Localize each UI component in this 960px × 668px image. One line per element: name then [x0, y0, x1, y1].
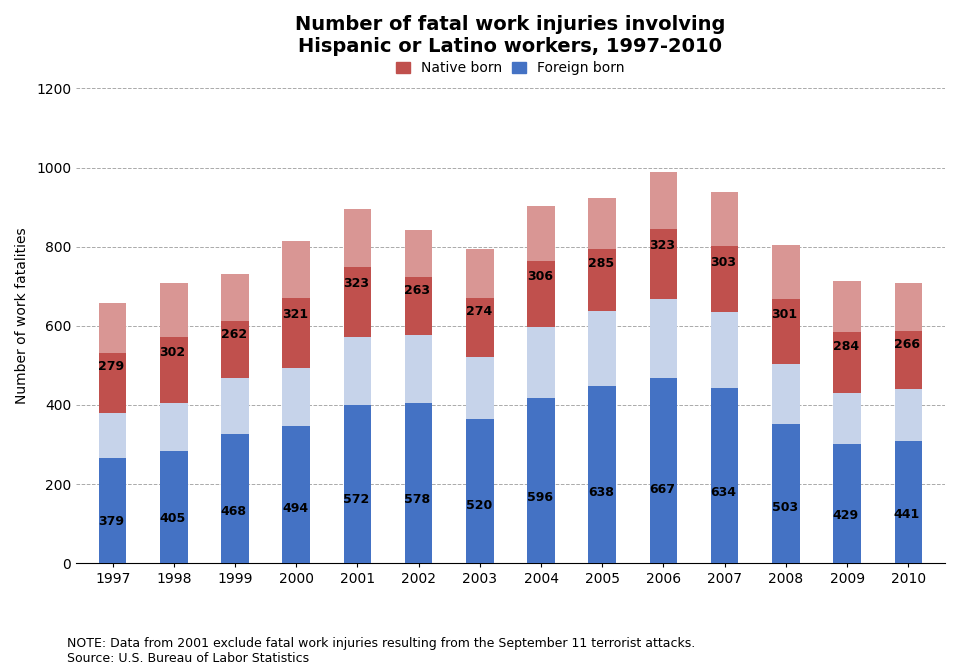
- Text: 303: 303: [710, 256, 736, 269]
- Text: 429: 429: [832, 509, 859, 522]
- Bar: [895, 441, 922, 563]
- Bar: [344, 267, 372, 337]
- Text: 266: 266: [894, 338, 920, 351]
- Text: 306: 306: [527, 270, 553, 283]
- Bar: [895, 283, 922, 331]
- Bar: [344, 337, 372, 405]
- Text: NOTE: Data from 2001 exclude fatal work injuries resulting from the September 11: NOTE: Data from 2001 exclude fatal work …: [67, 637, 695, 665]
- Bar: [344, 405, 372, 563]
- Text: 638: 638: [588, 486, 614, 499]
- Bar: [222, 275, 249, 321]
- Text: 578: 578: [404, 492, 430, 506]
- Bar: [282, 368, 310, 426]
- Text: 263: 263: [404, 285, 430, 297]
- Bar: [527, 327, 555, 398]
- Bar: [772, 299, 800, 364]
- Bar: [222, 321, 249, 378]
- Text: 302: 302: [159, 346, 185, 359]
- Bar: [588, 248, 616, 311]
- Text: 321: 321: [282, 308, 308, 321]
- Bar: [160, 451, 187, 563]
- Text: 468: 468: [221, 505, 247, 518]
- Bar: [895, 331, 922, 389]
- Bar: [588, 311, 616, 387]
- Text: 520: 520: [466, 499, 492, 512]
- Bar: [527, 261, 555, 327]
- Text: 274: 274: [466, 305, 492, 319]
- Bar: [467, 298, 493, 357]
- Bar: [527, 206, 555, 261]
- Text: 323: 323: [344, 277, 370, 290]
- Bar: [833, 393, 861, 444]
- Bar: [405, 335, 432, 403]
- Bar: [99, 413, 127, 458]
- Text: 667: 667: [649, 483, 675, 496]
- Text: 634: 634: [710, 486, 736, 500]
- Text: 301: 301: [772, 308, 798, 321]
- Text: 285: 285: [588, 257, 614, 270]
- Bar: [833, 332, 861, 393]
- Text: 284: 284: [832, 340, 859, 353]
- Text: 596: 596: [527, 491, 553, 504]
- Bar: [772, 424, 800, 563]
- Bar: [833, 444, 861, 563]
- Legend: Native born, Foreign born: Native born, Foreign born: [391, 56, 630, 81]
- Text: 572: 572: [343, 493, 370, 506]
- Bar: [405, 230, 432, 277]
- Y-axis label: Number of work fatalities: Number of work fatalities: [15, 228, 29, 404]
- Bar: [895, 389, 922, 441]
- Text: 379: 379: [99, 514, 125, 528]
- Bar: [282, 426, 310, 563]
- Bar: [405, 403, 432, 563]
- Bar: [650, 229, 677, 299]
- Text: 405: 405: [159, 512, 185, 525]
- Bar: [650, 172, 677, 229]
- Bar: [711, 387, 738, 563]
- Bar: [711, 246, 738, 313]
- Bar: [711, 192, 738, 246]
- Bar: [99, 303, 127, 353]
- Bar: [222, 434, 249, 563]
- Text: 279: 279: [98, 360, 125, 373]
- Bar: [527, 398, 555, 563]
- Bar: [282, 298, 310, 368]
- Bar: [711, 313, 738, 387]
- Bar: [467, 249, 493, 298]
- Bar: [588, 198, 616, 248]
- Bar: [160, 337, 187, 403]
- Bar: [222, 378, 249, 434]
- Bar: [467, 420, 493, 563]
- Bar: [99, 458, 127, 563]
- Bar: [772, 245, 800, 299]
- Bar: [772, 364, 800, 424]
- Text: 323: 323: [649, 239, 675, 252]
- Bar: [282, 240, 310, 298]
- Bar: [160, 283, 187, 337]
- Bar: [405, 277, 432, 335]
- Bar: [650, 379, 677, 563]
- Bar: [833, 281, 861, 332]
- Bar: [650, 299, 677, 379]
- Text: 262: 262: [221, 328, 247, 341]
- Bar: [160, 403, 187, 451]
- Title: Number of fatal work injuries involving
Hispanic or Latino workers, 1997-2010: Number of fatal work injuries involving …: [296, 15, 726, 56]
- Bar: [467, 357, 493, 420]
- Text: 441: 441: [894, 508, 921, 521]
- Text: 494: 494: [282, 502, 308, 515]
- Bar: [99, 353, 127, 413]
- Bar: [588, 387, 616, 563]
- Bar: [344, 209, 372, 267]
- Text: 503: 503: [772, 501, 798, 514]
